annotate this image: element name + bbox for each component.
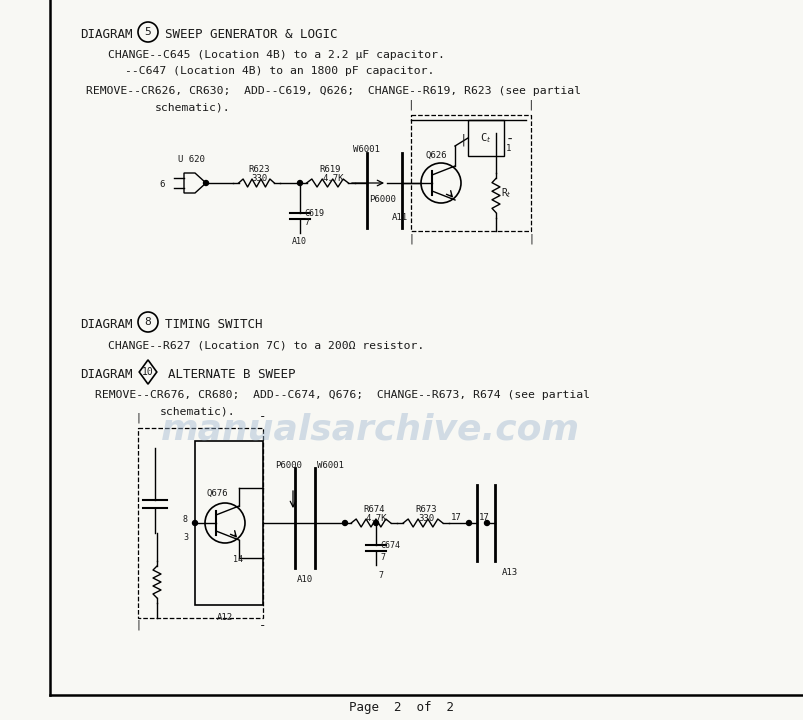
Text: 5: 5 <box>145 27 151 37</box>
Text: A10: A10 <box>296 575 312 584</box>
Text: C$_t$: C$_t$ <box>479 131 491 145</box>
Circle shape <box>297 181 302 186</box>
Text: R$_t$: R$_t$ <box>500 186 512 200</box>
Text: REMOVE--CR626, CR630;  ADD--C619, Q626;  CHANGE--R619, R623 (see partial: REMOVE--CR626, CR630; ADD--C619, Q626; C… <box>86 86 581 96</box>
Text: |: | <box>407 99 414 110</box>
Text: R623: R623 <box>248 165 270 174</box>
Text: U 620: U 620 <box>177 155 205 164</box>
Text: CHANGE--C645 (Location 4B) to a 2.2 μF capacitor.: CHANGE--C645 (Location 4B) to a 2.2 μF c… <box>108 50 444 60</box>
Text: A13: A13 <box>501 568 517 577</box>
Text: --C647 (Location 4B) to an 1800 pF capacitor.: --C647 (Location 4B) to an 1800 pF capac… <box>124 66 434 76</box>
Text: 7: 7 <box>377 571 382 580</box>
Text: A12: A12 <box>217 613 233 622</box>
Circle shape <box>484 521 489 526</box>
Text: 330: 330 <box>418 514 434 523</box>
Text: |: | <box>135 619 141 629</box>
Text: manualsarchive.com: manualsarchive.com <box>161 413 579 447</box>
Text: 17: 17 <box>450 513 461 522</box>
Text: W6001: W6001 <box>316 461 344 470</box>
Text: |: | <box>408 233 414 243</box>
Text: DIAGRAM: DIAGRAM <box>80 28 132 41</box>
Text: ALTERNATE B SWEEP: ALTERNATE B SWEEP <box>168 368 296 381</box>
Circle shape <box>192 521 198 526</box>
Text: schematic).: schematic). <box>155 102 230 112</box>
Text: -: - <box>505 133 514 147</box>
Text: 8: 8 <box>145 317 151 327</box>
Circle shape <box>342 521 347 526</box>
Text: 8: 8 <box>183 515 188 524</box>
Text: C674: C674 <box>380 541 400 550</box>
Text: 10: 10 <box>142 367 153 377</box>
Text: DIAGRAM: DIAGRAM <box>80 318 132 331</box>
Text: R673: R673 <box>414 505 436 514</box>
Text: R619: R619 <box>319 165 340 174</box>
Text: Page  2  of  2: Page 2 of 2 <box>349 701 454 714</box>
Text: 1: 1 <box>505 144 511 153</box>
Text: DIAGRAM: DIAGRAM <box>80 368 132 381</box>
Text: W6001: W6001 <box>353 145 379 154</box>
Text: TIMING SWITCH: TIMING SWITCH <box>165 318 262 331</box>
Text: P6000: P6000 <box>369 195 395 204</box>
Text: REMOVE--CR676, CR680;  ADD--C674, Q676;  CHANGE--R673, R674 (see partial: REMOVE--CR676, CR680; ADD--C674, Q676; C… <box>95 390 589 400</box>
Text: 7: 7 <box>380 553 385 562</box>
Text: 7: 7 <box>304 218 308 227</box>
Text: Q626: Q626 <box>426 151 447 160</box>
Text: Q676: Q676 <box>206 489 228 498</box>
Text: 17: 17 <box>479 513 489 522</box>
Text: |: | <box>527 99 534 110</box>
Text: schematic).: schematic). <box>160 406 235 416</box>
Circle shape <box>466 521 471 526</box>
Text: |: | <box>459 133 467 146</box>
Text: R674: R674 <box>362 505 384 514</box>
Text: -: - <box>259 410 267 423</box>
Text: |: | <box>135 413 141 423</box>
Text: |: | <box>528 233 533 243</box>
Circle shape <box>203 181 208 186</box>
Text: A10: A10 <box>291 237 307 246</box>
Text: A11: A11 <box>392 213 408 222</box>
Text: 4.7K: 4.7K <box>365 514 387 523</box>
Circle shape <box>373 521 378 526</box>
Text: -: - <box>259 619 267 632</box>
Text: SWEEP GENERATOR & LOGIC: SWEEP GENERATOR & LOGIC <box>165 28 337 41</box>
Text: 330: 330 <box>251 174 267 183</box>
Text: CHANGE--R627 (Location 7C) to a 200Ω resistor.: CHANGE--R627 (Location 7C) to a 200Ω res… <box>108 340 424 350</box>
Text: P6000: P6000 <box>275 461 301 470</box>
Text: 3: 3 <box>183 533 188 542</box>
Text: 4.7K: 4.7K <box>322 174 344 183</box>
Text: 6: 6 <box>159 180 164 189</box>
Text: 14: 14 <box>233 555 243 564</box>
Text: C619: C619 <box>304 209 324 218</box>
